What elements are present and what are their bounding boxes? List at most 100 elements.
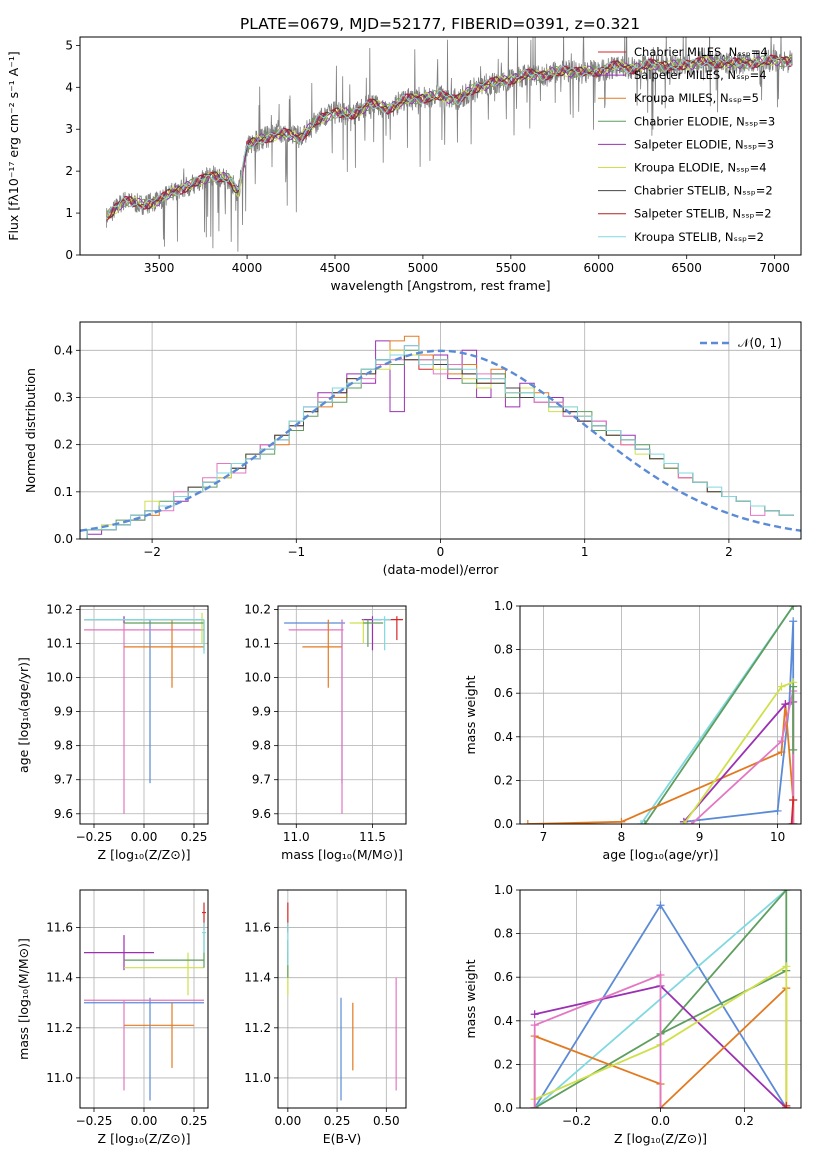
mass-vs-ebv-plot-area <box>287 902 397 1101</box>
y-tick-label: 0.0 <box>54 532 73 546</box>
y-tick-label: 10.1 <box>46 636 73 650</box>
x-tick-label: 11.5 <box>359 830 386 844</box>
x-tick-label: 1 <box>581 545 589 559</box>
x-axis-label: age [log₁₀(age/yr)] <box>603 847 719 862</box>
y-tick-label: 9.8 <box>54 739 73 753</box>
x-axis-label: Z [log₁₀(Z/Z⊙)] <box>98 847 191 862</box>
axes-frame <box>79 605 209 825</box>
legend-label: Kroupa STELIB, Nₛₛₚ=2 <box>634 230 764 244</box>
mass-vs-z-plot-area <box>84 902 206 1101</box>
x-tick-label: 0 <box>437 545 445 559</box>
y-tick-label: 0.2 <box>494 773 513 787</box>
x-axis-label: (data-model)/error <box>383 562 500 577</box>
axes-frame <box>79 36 802 256</box>
y-tick-label: 0.2 <box>54 438 73 452</box>
axes-frame <box>277 889 407 1109</box>
x-tick-label: 5500 <box>496 261 527 275</box>
y-tick-label: 9.6 <box>252 807 271 821</box>
legend-label: Chabrier MILES, Nₛₛₚ=4 <box>634 45 768 59</box>
x-axis-label: Z [log₁₀(Z/Z⊙)] <box>98 1131 191 1146</box>
mass-weight-line <box>691 690 795 824</box>
observed-spectrum-line <box>106 37 793 252</box>
y-tick-label: 2 <box>65 164 73 178</box>
mass-weight-marker <box>773 806 782 815</box>
y-tick-label: 10.0 <box>46 671 73 685</box>
y-tick-label: 9.7 <box>252 773 271 787</box>
model-spectrum-line <box>106 55 792 219</box>
x-tick-label: −0.25 <box>76 830 113 844</box>
mass-weight-marker <box>777 682 786 691</box>
mass-weight-marker <box>781 700 790 709</box>
mass-weight-marker <box>640 820 649 824</box>
x-tick-label: 4000 <box>232 261 263 275</box>
x-axis-label: E(B-V) <box>323 1131 362 1146</box>
x-tick-label: 0.25 <box>181 830 208 844</box>
x-tick-label: 2 <box>725 545 733 559</box>
x-tick-label: 0.25 <box>181 1114 208 1128</box>
y-tick-label: 0.0 <box>494 1101 513 1115</box>
model-spectrum-line <box>106 56 792 218</box>
mass-weight-marker <box>787 820 796 824</box>
y-tick-label: 9.6 <box>54 807 73 821</box>
axes-frame <box>519 889 802 1109</box>
y-tick-label: 0.4 <box>54 343 73 357</box>
y-tick-label: 3 <box>65 122 73 136</box>
mass-weight-marker <box>530 1021 539 1030</box>
age-vs-z-plot-area <box>84 612 205 814</box>
y-tick-label: 9.9 <box>252 705 271 719</box>
legend-label: 𝒩(0, 1) <box>738 336 782 350</box>
x-tick-label: 5000 <box>408 261 439 275</box>
x-tick-label: 0.00 <box>131 830 158 844</box>
panels: 3500 4000 4500 5000 5500 6000 6500 7000 0 1 2 3 4 5 wa… <box>6 36 802 1146</box>
x-tick-label: 7000 <box>759 261 790 275</box>
mass-weight-marker <box>789 682 798 691</box>
axes-frame <box>79 321 802 540</box>
residuals-plot-area <box>80 335 801 539</box>
x-axis-label: Z [log₁₀(Z/Z⊙)] <box>614 1131 707 1146</box>
x-tick-label: 11.0 <box>283 830 310 844</box>
y-axis-label: age [log₁₀(age/yr)] <box>16 657 31 773</box>
x-tick-label: 0.25 <box>324 1114 351 1128</box>
y-tick-label: 10.0 <box>244 671 271 685</box>
y-tick-label: 0.4 <box>494 730 513 744</box>
axes-frame <box>79 889 209 1109</box>
mass-weight-marker <box>523 820 532 824</box>
mass-weight-marker <box>656 901 665 910</box>
y-tick-label: 0.4 <box>494 1014 513 1028</box>
x-tick-label: 0.0 <box>651 1114 670 1128</box>
x-tick-label: 4500 <box>320 261 351 275</box>
y-axis-label: Flux [fλ10⁻¹⁷ erg cm⁻² s⁻¹ A⁻¹] <box>6 51 21 240</box>
y-tick-label: 11.6 <box>46 921 73 935</box>
y-tick-label: 11.2 <box>46 1021 73 1035</box>
y-tick-label: 0.6 <box>494 686 513 700</box>
mass-vs-z-panel: −0.25 0.00 0.25 11.0 11.2 11.4 11.6 Z [log₁₀(Z/… <box>16 889 209 1146</box>
x-tick-label: 8 <box>618 830 626 844</box>
age-vs-mass-panel: 11.0 11.5 9.6 9.7 9.8 9.9 10.0 10.1 10.2 mass [lo… <box>244 602 407 862</box>
y-tick-label: 4 <box>65 80 73 94</box>
y-tick-label: 11.0 <box>244 1071 271 1085</box>
y-tick-label: 9.7 <box>54 773 73 787</box>
mass-weight-vs-z-panel: −0.2 0.0 0.2 0.0 0.2 0.4 0.6 0.8 1.0 Z [log₁₀(Z/Z… <box>463 883 802 1146</box>
y-tick-label: 11.4 <box>244 971 271 985</box>
mass-weight-vs-z-plot-area <box>530 890 791 1108</box>
mass-weight-marker <box>656 971 665 980</box>
y-tick-label: 0 <box>65 248 73 262</box>
axes-frame <box>519 605 802 825</box>
legend-label: Chabrier STELIB, Nₛₛₚ=2 <box>634 184 773 198</box>
mass-weight-marker <box>777 737 786 746</box>
mass-weight-marker <box>530 1010 539 1019</box>
y-tick-label: 1.0 <box>494 883 513 897</box>
x-tick-label: 0.2 <box>735 1114 754 1128</box>
mass-weight-marker <box>687 820 696 824</box>
x-tick-label: 0.00 <box>274 1114 301 1128</box>
mass-weight-marker <box>782 962 791 971</box>
y-tick-label: 0.3 <box>54 390 73 404</box>
y-tick-label: 9.9 <box>54 705 73 719</box>
y-tick-label: 10.2 <box>46 602 73 616</box>
x-tick-label: 10 <box>770 830 785 844</box>
y-tick-label: 0.1 <box>54 485 73 499</box>
y-tick-label: 0.0 <box>494 817 513 831</box>
legend-label: Kroupa MILES, Nₛₛₚ=5 <box>634 91 759 105</box>
y-tick-label: 1 <box>65 206 73 220</box>
